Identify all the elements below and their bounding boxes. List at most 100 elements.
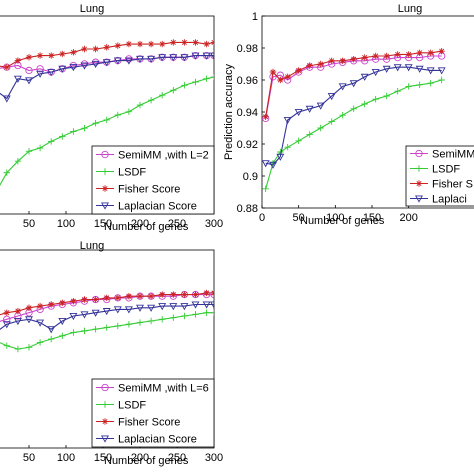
data-point	[262, 113, 269, 120]
data-point	[158, 303, 167, 311]
data-point	[36, 144, 44, 152]
data-point	[103, 324, 110, 331]
data-point	[59, 299, 66, 306]
data-point	[59, 332, 66, 339]
data-point	[294, 108, 303, 117]
legend: SemiMM ,with L=6 LSDF Fisher Score Laplacia…	[91, 378, 215, 448]
data-point	[404, 64, 413, 72]
data-point	[415, 65, 424, 73]
data-point	[36, 302, 44, 310]
data-point	[360, 73, 369, 81]
y-tick-label: 0.88	[237, 203, 258, 215]
data-point	[181, 312, 188, 320]
data-point	[180, 54, 189, 62]
data-point	[147, 293, 155, 300]
data-point	[349, 80, 358, 88]
x-tick-label: 200	[131, 218, 149, 230]
data-point	[92, 326, 99, 333]
data-point	[47, 326, 56, 334]
series-line-3	[0, 55, 214, 100]
legend-swatch-marker	[101, 185, 109, 192]
data-point	[47, 69, 56, 77]
data-point	[70, 297, 77, 305]
legend-swatch-marker	[101, 383, 109, 392]
data-point	[102, 308, 111, 316]
x-tick-label: 100	[326, 212, 344, 224]
legend-box	[91, 145, 215, 215]
data-point	[339, 57, 346, 64]
data-point	[25, 304, 33, 311]
data-point	[147, 40, 155, 48]
data-point	[125, 321, 133, 328]
data-point	[81, 327, 88, 335]
data-point	[316, 102, 325, 110]
data-point	[202, 52, 211, 60]
legend-entry-label: Laplacian Score	[118, 201, 197, 213]
data-point	[382, 65, 391, 73]
data-point	[147, 317, 155, 325]
data-point	[91, 60, 100, 68]
x-axis-label: Number of genes	[300, 215, 385, 227]
data-point	[25, 77, 33, 85]
data-point	[394, 51, 401, 58]
data-point	[147, 304, 156, 312]
data-point	[192, 78, 199, 86]
data-point	[102, 59, 111, 67]
legend-swatch-marker	[415, 149, 423, 158]
data-point	[405, 51, 412, 58]
data-point	[372, 96, 379, 103]
data-point	[136, 304, 144, 312]
series-line-3	[0, 303, 214, 331]
data-point	[317, 124, 324, 132]
data-point	[2, 95, 11, 103]
legend-entry-label: SemiMM ,with L=6	[118, 383, 209, 395]
legend-swatch-marker	[415, 195, 423, 203]
legend-entry-label: LSDF	[118, 400, 146, 412]
data-point	[170, 39, 177, 46]
data-point	[262, 185, 269, 192]
legend-entry-label: Fisher S	[432, 179, 473, 191]
x-tick-label: 100	[57, 452, 75, 464]
data-point	[59, 50, 66, 58]
legend-swatch-marker	[101, 150, 109, 159]
data-point	[114, 42, 121, 49]
data-point	[113, 306, 122, 314]
data-point	[2, 321, 11, 329]
y-tick-label: 0.9	[243, 171, 258, 183]
data-point	[426, 67, 435, 75]
data-point	[58, 317, 67, 326]
series-group	[262, 48, 446, 192]
data-point	[25, 54, 33, 61]
data-point	[416, 81, 423, 88]
data-point	[48, 52, 55, 59]
data-point	[338, 83, 347, 91]
data-point	[136, 101, 144, 109]
data-point	[192, 311, 199, 318]
x-tick-label: 0	[259, 212, 265, 224]
series-group	[0, 289, 214, 353]
data-point	[48, 335, 55, 343]
data-point	[203, 75, 210, 82]
data-point	[284, 144, 291, 151]
data-point	[14, 57, 22, 64]
data-point	[192, 291, 199, 298]
data-point	[3, 342, 10, 349]
data-point	[203, 289, 210, 297]
data-point	[103, 44, 110, 51]
data-point	[81, 125, 88, 132]
legend-swatch-marker	[101, 202, 109, 210]
data-point	[438, 48, 445, 55]
x-tick-label: 50	[23, 218, 35, 230]
data-point	[269, 161, 277, 169]
data-point	[192, 39, 199, 46]
data-point	[305, 105, 314, 113]
data-point	[372, 52, 379, 60]
data-point	[3, 315, 11, 323]
y-tick-label: 0.98	[237, 43, 258, 55]
data-point	[191, 52, 200, 60]
data-point	[159, 291, 166, 298]
data-point	[147, 55, 156, 64]
data-point	[361, 54, 368, 61]
data-point	[203, 40, 210, 48]
